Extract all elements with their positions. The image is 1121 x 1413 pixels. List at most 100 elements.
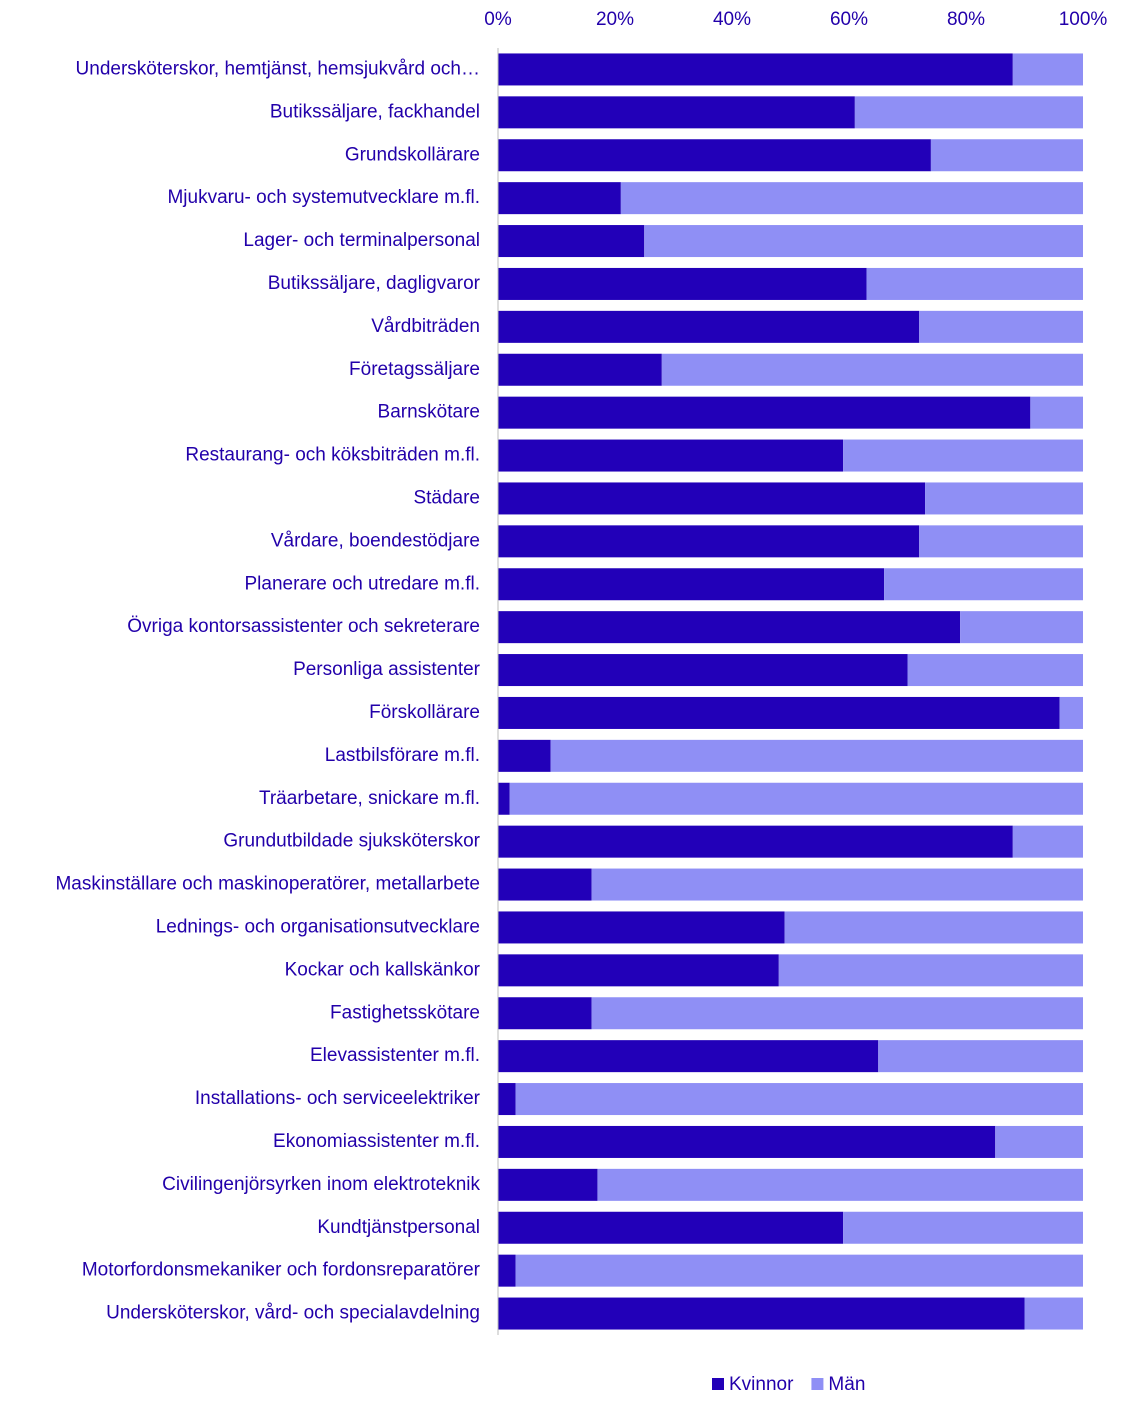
y-tick-label: Lastbilsförare m.fl. xyxy=(325,745,480,766)
x-tick-label: 40% xyxy=(713,9,751,30)
bar-segment xyxy=(498,1125,996,1158)
y-tick-label: Restaurang- och köksbiträden m.fl. xyxy=(185,445,480,466)
bar-segment xyxy=(498,782,510,815)
y-tick-label: Förskollärare xyxy=(369,702,480,723)
x-tick-label: 20% xyxy=(596,9,634,30)
bar-segment xyxy=(854,96,1083,129)
y-tick-label: Företagssäljare xyxy=(349,359,480,380)
bar-segment xyxy=(498,267,867,300)
legend-swatch xyxy=(712,1378,724,1390)
bar-segment xyxy=(498,911,785,944)
y-tick-label: Undersköterskor, hemtjänst, hemsjukvård … xyxy=(76,58,480,79)
bar-segment xyxy=(509,782,1083,815)
bar-segment xyxy=(498,525,920,558)
bar-segment xyxy=(498,353,662,386)
x-tick-label: 60% xyxy=(830,9,868,30)
y-tick-label: Butikssäljare, dagligvaror xyxy=(268,273,481,294)
y-tick-label: Vårdbiträden xyxy=(371,316,480,337)
y-tick-label: Kundtjänstpersonal xyxy=(317,1217,480,1238)
x-tick-label: 100% xyxy=(1059,9,1108,30)
y-tick-label: Planerare och utredare m.fl. xyxy=(244,573,480,594)
y-tick-label: Vårdare, boendestödjare xyxy=(271,530,480,551)
bar-segment xyxy=(597,1168,1083,1201)
bar-segment xyxy=(995,1125,1083,1158)
bar-segment xyxy=(620,182,1083,215)
y-tick-label: Kockar och kallskänkor xyxy=(285,959,481,980)
bar-segment xyxy=(661,353,1083,386)
bar-segment xyxy=(498,439,844,472)
bar-segment xyxy=(919,525,1083,558)
bar-segment xyxy=(498,139,931,172)
y-tick-label: Städare xyxy=(413,487,480,508)
bar-segment xyxy=(960,611,1083,644)
bar-segment xyxy=(866,267,1083,300)
bar-segment xyxy=(498,96,855,129)
y-tick-label: Övriga kontorsassistenter och sekreterar… xyxy=(127,616,480,637)
bar-segment xyxy=(1012,53,1083,86)
bar-segment xyxy=(515,1254,1083,1287)
bar-segment xyxy=(498,1083,516,1116)
bar-segment xyxy=(498,696,1060,729)
bar-segment xyxy=(1024,1297,1083,1330)
bar-segment xyxy=(498,1254,516,1287)
bar-segment xyxy=(1030,396,1083,429)
y-tick-label: Mjukvaru- och systemutvecklare m.fl. xyxy=(167,187,480,208)
bar-segment xyxy=(498,954,779,987)
bar-segment xyxy=(498,997,592,1030)
bar-segment xyxy=(784,911,1083,944)
bar-segment xyxy=(919,310,1083,343)
y-tick-label: Lednings- och organisationsutvecklare xyxy=(156,916,480,937)
bar-segment xyxy=(907,654,1083,687)
legend-swatch xyxy=(811,1378,824,1390)
bar-segment xyxy=(550,739,1083,772)
bar-segment xyxy=(591,868,1083,901)
bar-segment xyxy=(878,1040,1083,1073)
y-tick-label: Grundutbildade sjuksköterskor xyxy=(223,831,480,852)
x-tick-label: 80% xyxy=(947,9,985,30)
bar-segment xyxy=(498,482,926,515)
bar-segment xyxy=(498,825,1013,858)
y-tick-label: Civilingenjörsyrken inom elektroteknik xyxy=(162,1174,480,1195)
bar-segment xyxy=(498,568,885,601)
y-tick-label: Grundskollärare xyxy=(345,144,480,165)
bar-segment xyxy=(515,1083,1083,1116)
y-tick-label: Motorfordonsmekaniker och fordonsreparat… xyxy=(82,1260,481,1281)
bar-segment xyxy=(644,225,1083,258)
bar-segment xyxy=(498,53,1013,86)
bar-segment xyxy=(498,868,592,901)
y-tick-label: Undersköterskor, vård- och specialavdeln… xyxy=(106,1303,480,1324)
y-tick-label: Fastighetsskötare xyxy=(330,1002,480,1023)
y-tick-label: Installations- och serviceelektriker xyxy=(195,1088,481,1109)
bar-segment xyxy=(843,439,1083,472)
bar-segment xyxy=(925,482,1083,515)
bar-segment xyxy=(498,1168,598,1201)
bar-segment xyxy=(498,654,908,687)
bar-segment xyxy=(1012,825,1083,858)
bar-segment xyxy=(498,396,1031,429)
y-tick-label: Personliga assistenter xyxy=(293,659,481,680)
bar-segment xyxy=(498,1040,879,1073)
bar-segment xyxy=(498,739,551,772)
bar-segment xyxy=(498,182,621,215)
legend-label: Kvinnor xyxy=(729,1374,794,1395)
bar-segment xyxy=(778,954,1083,987)
bar-segment xyxy=(498,1211,844,1244)
y-tick-label: Elevassistenter m.fl. xyxy=(310,1045,480,1066)
x-tick-label: 0% xyxy=(484,9,512,30)
y-tick-label: Barnskötare xyxy=(378,402,480,423)
y-tick-label: Träarbetare, snickare m.fl. xyxy=(259,788,480,809)
bar-segment xyxy=(591,997,1083,1030)
bar-segment xyxy=(884,568,1083,601)
bar-segment xyxy=(843,1211,1083,1244)
bar-segment xyxy=(498,310,920,343)
y-tick-label: Maskinställare och maskinoperatörer, met… xyxy=(55,874,480,895)
y-tick-label: Butikssäljare, fackhandel xyxy=(270,101,480,122)
bar-segment xyxy=(930,139,1083,172)
y-tick-label: Ekonomiassistenter m.fl. xyxy=(273,1131,480,1152)
bar-segment xyxy=(1059,696,1083,729)
y-tick-label: Lager- och terminalpersonal xyxy=(243,230,480,251)
bar-segment xyxy=(498,611,961,644)
legend-label: Män xyxy=(828,1374,865,1395)
